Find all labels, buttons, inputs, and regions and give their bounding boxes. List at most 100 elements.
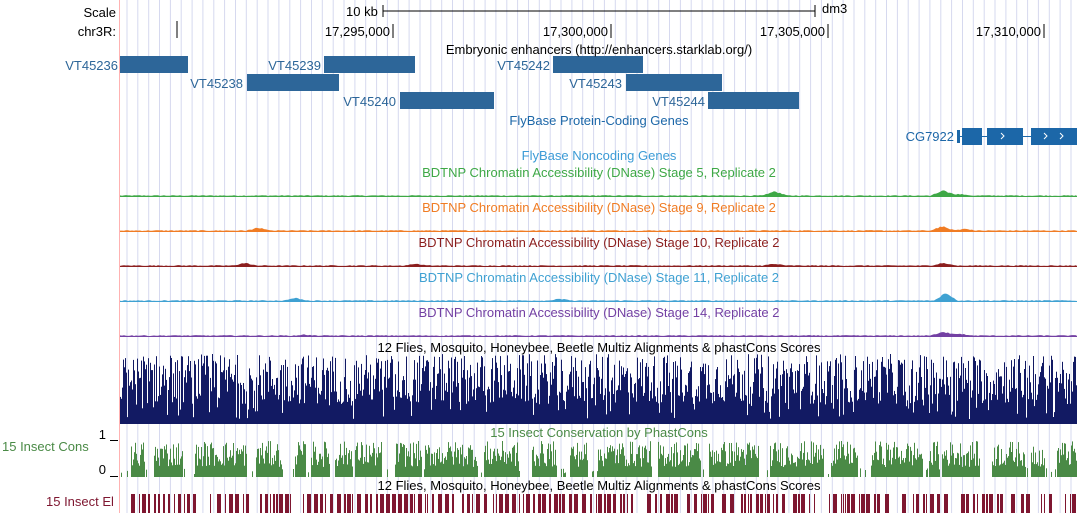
multiz-bar: [999, 376, 1000, 424]
track-title-flybase-noncoding[interactable]: FlyBase Noncoding Genes: [521, 148, 677, 163]
phastcons-bar: [926, 469, 927, 477]
multiz-bar: [782, 374, 783, 424]
track-title-phastcons[interactable]: 15 Insect Conservation by PhastCons: [490, 425, 708, 440]
phastcons-bar: [1000, 464, 1001, 477]
conserved-element: [496, 494, 497, 513]
phastcons-bar: [748, 444, 749, 477]
multiz-bar: [197, 398, 198, 424]
multiz-bar: [199, 393, 200, 424]
track-title-enhancers[interactable]: Embryonic enhancers (http://enhancers.st…: [445, 42, 753, 57]
multiz-bar: [1075, 356, 1076, 424]
track-title-multiz[interactable]: 12 Flies, Mosquito, Honeybee, Beetle Mul…: [377, 340, 821, 355]
gene-cg7922-model[interactable]: [957, 128, 1077, 145]
phastcons-bar: [551, 451, 552, 477]
enhancer-block-vt45243[interactable]: [626, 74, 722, 91]
phastcons-bar: [503, 450, 504, 477]
phastcons-bar: [686, 466, 687, 477]
track-title-dnase-stage11[interactable]: BDTNP Chromatin Accessibility (DNase) St…: [418, 270, 780, 285]
phastcons-bar: [660, 445, 661, 477]
multiz-bar: [151, 370, 152, 424]
phastcons-bar: [335, 460, 336, 477]
multiz-bar: [215, 361, 216, 424]
multiz-bar: [903, 395, 904, 424]
multiz-bar: [247, 418, 248, 424]
enhancer-label-vt45244[interactable]: VT45244: [652, 94, 705, 109]
multiz-bar: [200, 395, 201, 424]
enhancer-label-vt45240[interactable]: VT45240: [343, 94, 396, 109]
enhancer-block-vt45240[interactable]: [400, 92, 494, 109]
multiz-bar: [721, 397, 722, 424]
multiz-bar: [447, 391, 448, 424]
multiz-bar: [312, 367, 313, 424]
phastcons-bar: [489, 463, 490, 477]
multiz-bar: [171, 358, 172, 424]
dnase-signal-tracks: [120, 190, 1077, 337]
phastcons-bar: [511, 461, 512, 477]
phastcons-bar: [402, 446, 403, 477]
conserved-element: [225, 494, 226, 513]
phastcons-bar: [506, 463, 507, 477]
side-label-insect-el[interactable]: 15 Insect El: [46, 494, 114, 509]
multiz-bar: [225, 379, 226, 424]
enhancer-block-vt45238[interactable]: [247, 74, 339, 91]
conserved-element: [303, 494, 304, 513]
enhancer-label-vt45239[interactable]: VT45239: [268, 58, 321, 73]
multiz-bar: [414, 360, 415, 424]
phastcons-bar: [346, 447, 347, 477]
enhancer-label-vt45238[interactable]: VT45238: [190, 76, 243, 91]
phastcons-bar: [976, 441, 977, 477]
phastcons-bar: [572, 448, 573, 477]
gene-label-cg7922[interactable]: CG7922: [905, 129, 954, 144]
multiz-bar: [569, 374, 570, 424]
track-title-elements[interactable]: 12 Flies, Mosquito, Honeybee, Beetle Mul…: [377, 478, 821, 493]
phastcons-bar: [787, 446, 788, 477]
phastcons-bar: [797, 456, 798, 477]
ruler-tick-label-1: 17,295,000: [324, 24, 390, 39]
enhancer-features: [120, 56, 799, 109]
enhancer-block-vt45236[interactable]: [120, 56, 188, 73]
phastcons-bar: [647, 462, 648, 477]
multiz-bar: [663, 357, 664, 424]
phastcons-bar: [347, 464, 348, 477]
track-title-dnase-stage9[interactable]: BDTNP Chromatin Accessibility (DNase) St…: [422, 200, 776, 215]
phastcons-bar: [1008, 456, 1009, 477]
multiz-bar: [487, 389, 488, 424]
track-title-flybase-coding[interactable]: FlyBase Protein-Coding Genes: [509, 113, 689, 128]
multiz-bar: [398, 361, 399, 424]
enhancer-label-vt45243[interactable]: VT45243: [569, 76, 622, 91]
multiz-bar: [319, 393, 320, 424]
track-title-dnase-stage10[interactable]: BDTNP Chromatin Accessibility (DNase) St…: [418, 235, 780, 250]
track-title-dnase-stage5[interactable]: BDTNP Chromatin Accessibility (DNase) St…: [422, 165, 776, 180]
enhancer-block-vt45244[interactable]: [708, 92, 799, 109]
phastcons-bar: [168, 466, 169, 477]
phastcons-bar: [833, 460, 834, 477]
vertical-gridlines: [126, 0, 1072, 513]
multiz-bar: [1024, 369, 1025, 424]
ruler: [176, 5, 1045, 38]
enhancer-block-vt45242[interactable]: [553, 56, 643, 73]
multiz-bar: [192, 403, 193, 424]
enhancer-label-vt45242[interactable]: VT45242: [497, 58, 550, 73]
multiz-bar: [821, 362, 822, 424]
phastcons-bar: [207, 446, 208, 477]
phastcons-bar: [773, 449, 774, 477]
multiz-bar: [465, 379, 466, 424]
multiz-bar: [392, 359, 393, 424]
track-title-dnase-stage14[interactable]: BDTNP Chromatin Accessibility (DNase) St…: [418, 305, 780, 320]
phastcons-bar: [687, 443, 688, 477]
multiz-bar: [1046, 413, 1047, 424]
enhancer-block-vt45239[interactable]: [324, 56, 415, 73]
side-label-insect-cons[interactable]: 15 Insect Cons: [2, 439, 89, 454]
enhancer-label-vt45236[interactable]: VT45236: [65, 58, 118, 73]
multiz-bar: [1070, 403, 1071, 424]
strand-arrow: [1000, 132, 1005, 140]
multiz-bar: [385, 360, 386, 424]
multiz-bar: [207, 355, 208, 424]
phastcons-bar: [880, 441, 881, 477]
multiz-bar: [140, 377, 141, 424]
multiz-bar: [1043, 356, 1044, 424]
phastcons-bar: [1059, 462, 1060, 477]
multiz-bar: [181, 356, 182, 424]
